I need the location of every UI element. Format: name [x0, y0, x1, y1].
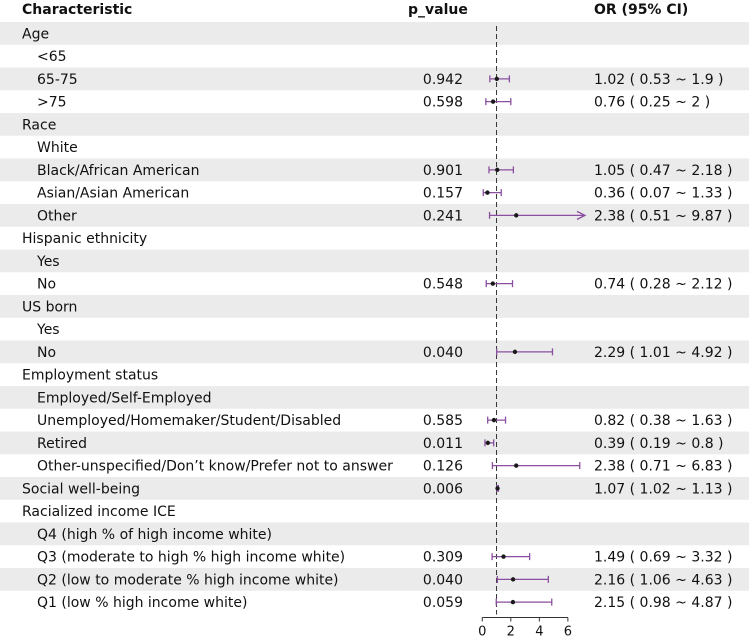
row-stripe	[0, 22, 749, 45]
or-ci-text: 1.05 ( 0.47 ~ 2.18 )	[594, 163, 732, 179]
p-value: 0.040	[423, 345, 463, 361]
point-estimate	[512, 349, 518, 355]
point-estimate	[491, 417, 497, 423]
or-ci-text: 2.38 ( 0.71 ~ 6.83 )	[594, 459, 732, 475]
row-label: 65-75	[37, 72, 78, 88]
or-ci-text: 2.15 ( 0.98 ~ 4.87 )	[594, 595, 732, 611]
p-value: 0.157	[423, 186, 463, 202]
p-value: 0.942	[423, 72, 463, 88]
row-label: No	[37, 345, 56, 361]
row-label: Q4 (high % of high income white)	[37, 527, 272, 543]
row-label: Q3 (moderate to high % high income white…	[37, 550, 345, 566]
point-estimate	[490, 281, 496, 286]
header-characteristic: Characteristic	[22, 2, 132, 18]
row-label: Other	[37, 208, 77, 224]
point-estimate	[485, 440, 491, 446]
point-estimate	[510, 577, 516, 582]
row-stripe	[0, 204, 749, 227]
row-label: Yes	[36, 322, 60, 338]
or-ci-text: 2.29 ( 1.01 ~ 4.92 )	[594, 345, 732, 361]
p-value: 0.011	[423, 436, 463, 452]
x-tick-label: 0	[478, 625, 486, 640]
point-estimate	[514, 213, 519, 218]
x-axis: 0 2 4 6	[478, 617, 572, 640]
row-label: Hispanic ethnicity	[22, 231, 147, 247]
header-or-ci: OR (95% CI)	[594, 2, 688, 18]
or-ci-text: 1.02 ( 0.53 ~ 1.9 )	[594, 72, 724, 88]
point-estimate	[501, 554, 506, 559]
p-value: 0.241	[423, 208, 463, 224]
row-label: Unemployed/Homemaker/Student/Disabled	[37, 413, 341, 429]
x-tick-label: 4	[535, 625, 543, 640]
p-value: 0.040	[423, 572, 463, 588]
p-value: 0.548	[423, 277, 463, 293]
p-value: 0.006	[423, 481, 463, 497]
row-label: Race	[22, 117, 56, 133]
or-ci-text: 0.82 ( 0.38 ~ 1.63 )	[594, 413, 732, 429]
or-ci-text: 2.16 ( 1.06 ~ 4.63 )	[594, 572, 732, 588]
point-estimate	[485, 190, 490, 195]
row-label: Retired	[37, 436, 87, 452]
header-p-value: p_value	[408, 2, 468, 18]
row-stripe	[0, 522, 749, 546]
row-label: Asian/Asian American	[37, 186, 189, 202]
point-estimate	[494, 76, 500, 82]
row-stripe	[0, 386, 749, 409]
p-value: 0.126	[423, 459, 463, 475]
row-stripe	[0, 340, 749, 364]
row-stripe	[0, 477, 749, 500]
row-label: Employed/Self-Employed	[37, 390, 212, 406]
row-stripe	[0, 295, 749, 318]
p-value: 0.309	[423, 550, 463, 566]
row-stripe	[0, 158, 749, 182]
point-estimate	[490, 99, 496, 104]
row-label: <65	[37, 49, 67, 65]
point-estimate	[514, 463, 519, 468]
p-value: 0.901	[423, 163, 463, 179]
or-ci-text: 0.74 ( 0.28 ~ 2.12 )	[594, 277, 732, 293]
row-stripe	[0, 249, 749, 273]
row-label: Other-unspecified/Don’t know/Prefer not …	[37, 459, 393, 475]
row-label: Yes	[36, 254, 60, 270]
row-label: No	[37, 277, 56, 293]
x-tick-label: 6	[564, 625, 572, 640]
p-value: 0.059	[423, 595, 463, 611]
p-value: 0.598	[423, 95, 463, 111]
row-label: Racialized income ICE	[22, 504, 176, 520]
or-ci-text: 2.38 ( 0.51 ~ 9.87 )	[594, 208, 732, 224]
table-rows: Age <65 65-75 0.942 1.02 ( 0.53 ~ 1.9 ) >75 0.…	[22, 26, 732, 611]
point-estimate	[495, 486, 500, 491]
row-label: Q1 (low % high income white)	[37, 595, 247, 611]
x-tick-label: 2	[507, 625, 515, 640]
point-estimate	[495, 167, 500, 173]
row-label: US born	[22, 299, 77, 315]
row-label: Social well-being	[22, 481, 140, 497]
row-label: Q2 (low to moderate % high income white)	[37, 572, 339, 588]
row-label: >75	[37, 95, 67, 111]
row-label: Black/African American	[37, 163, 199, 179]
row-stripe	[0, 568, 749, 591]
row-stripe	[0, 113, 749, 136]
row-label: Employment status	[22, 368, 158, 384]
row-stripe	[0, 67, 749, 91]
row-stripe	[0, 431, 749, 455]
ci-arrow	[576, 210, 587, 220]
row-stripes	[0, 22, 749, 591]
or-ci-text: 0.39 ( 0.19 ~ 0.8 )	[594, 436, 724, 452]
or-ci-text: 1.49 ( 0.69 ~ 3.32 )	[594, 550, 732, 566]
ci-marks	[482, 75, 587, 606]
row-label: Age	[22, 26, 49, 42]
or-ci-text: 0.36 ( 0.07 ~ 1.33 )	[594, 186, 732, 202]
or-ci-text: 1.07 ( 1.02 ~ 1.13 )	[594, 481, 732, 497]
point-estimate	[510, 599, 516, 605]
or-ci-text: 0.76 ( 0.25 ~ 2 )	[594, 95, 710, 111]
p-value: 0.585	[423, 413, 463, 429]
row-label: White	[37, 140, 78, 156]
